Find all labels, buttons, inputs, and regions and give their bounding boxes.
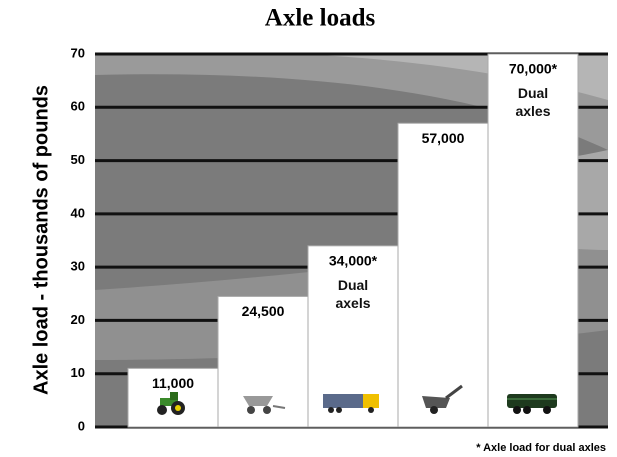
chart: 11,000 24,500 34,000* 57,000 70,000* Axle lo…	[0, 0, 617, 457]
value-label: 11,000	[152, 375, 194, 391]
y-tick-label: 30	[71, 259, 85, 274]
y-tick-label: 10	[71, 365, 85, 380]
y-tick-label: 20	[71, 312, 85, 327]
chart-title: Axle loads	[265, 5, 376, 32]
y-axis-label: Axle load - thousands of pounds	[30, 85, 52, 395]
y-tick-label: 70	[71, 45, 85, 60]
bar-note: Dual axels	[323, 276, 383, 312]
y-tick-label: 60	[71, 99, 85, 114]
bar-note: Dual axles	[503, 84, 563, 120]
value-label: 34,000*	[329, 253, 378, 269]
y-tick-label: 50	[71, 152, 85, 167]
y-tick-label: 0	[78, 418, 85, 433]
bar	[398, 123, 488, 427]
value-label: 57,000	[422, 130, 465, 146]
page: 11,000 24,500 34,000* 57,000 70,000* Axle lo…	[0, 0, 617, 457]
value-label: 24,500	[242, 303, 285, 319]
value-label: 70,000*	[509, 61, 558, 77]
y-tick-label: 40	[71, 205, 85, 220]
footnote: * Axle load for dual axles	[476, 442, 606, 454]
